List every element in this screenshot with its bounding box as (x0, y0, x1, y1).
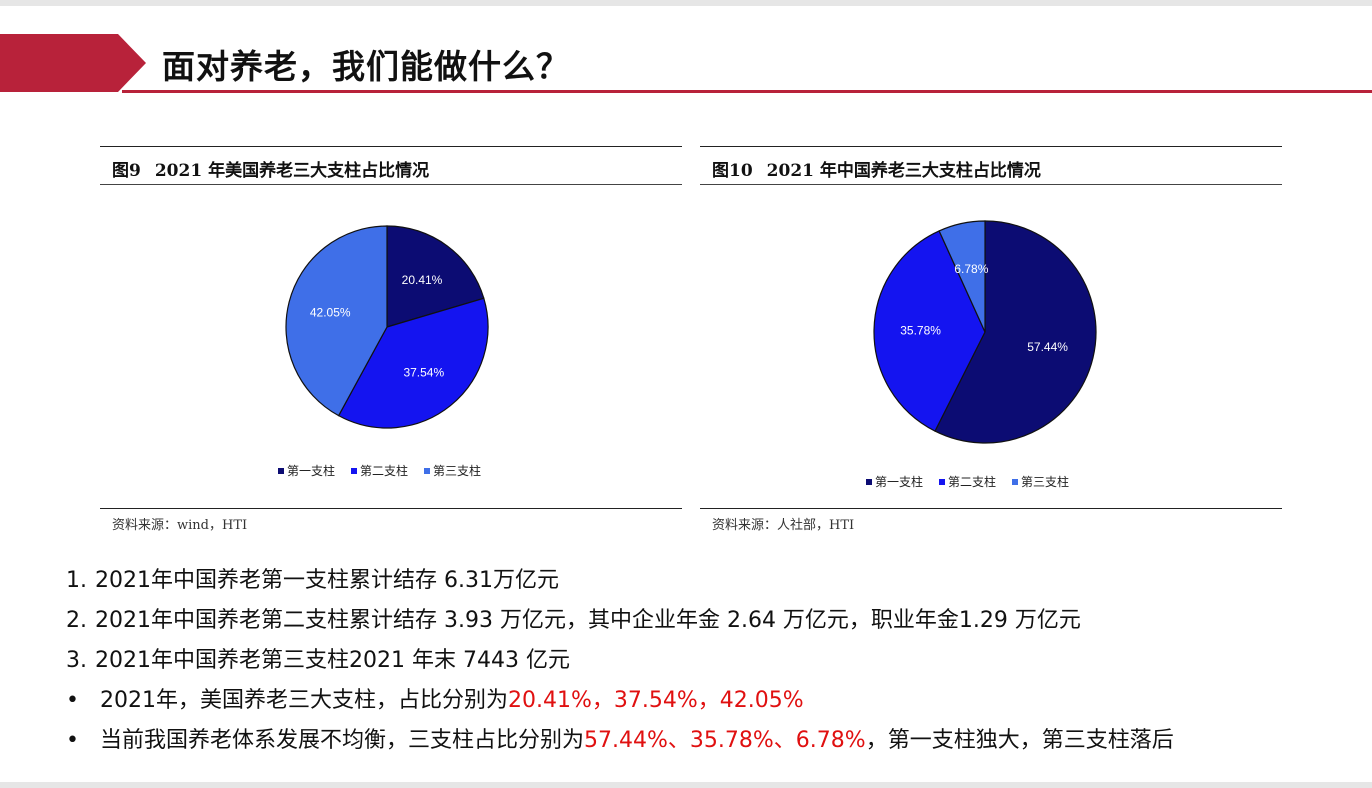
bullet-text: 2021年，美国养老三大支柱，占比分别为 (100, 688, 508, 713)
bullet-marker: 2. (66, 608, 87, 633)
legend-swatch (866, 478, 872, 485)
bullet-text: 2021年中国养老第三支柱2021 年末 7443 亿元 (95, 648, 570, 673)
pie-data-label-pillar-3: 42.05% (310, 306, 351, 320)
pie-data-label-pillar-1: 57.44% (1027, 340, 1068, 354)
bullet-text: ，第一支柱独大，第三支柱落后 (865, 728, 1174, 753)
bullet-line-5: • 当前我国养老体系发展不均衡，三支柱占比分别为57.44%、35.78%、6.7… (66, 722, 1174, 754)
bullet-text: 2021年中国养老第二支柱累计结存 3.93 万亿元，其中企业年金 2.64 万… (95, 608, 1081, 633)
pie-slice-pillar-1 (934, 220, 1097, 444)
figure-caption: 2021 年中国养老三大支柱占比情况 (766, 161, 1041, 181)
legend-item-pillar-3: 第三支柱 (424, 462, 481, 479)
figure-caption: 2021 年美国养老三大支柱占比情况 (154, 161, 430, 181)
bullet-marker: 3. (66, 648, 87, 673)
pie-data-label-pillar-2: 35.78% (900, 324, 941, 338)
figure-us-pillars: 图9 2021 年美国养老三大支柱占比情况 20.41% 37.54% 42.05% … (100, 146, 682, 533)
legend-swatch (939, 478, 946, 485)
legend-item-pillar-1: 第一支柱 (866, 473, 923, 490)
figure-label: 图9 (112, 161, 141, 181)
bullet-marker: 1. (66, 568, 87, 593)
figure-top-rule (100, 146, 682, 147)
figure-label: 图10 (712, 161, 753, 181)
bullet-line-4: • 2021年，美国养老三大支柱，占比分别为20.41%，37.54%，42.05… (66, 682, 804, 714)
figure-title: 图9 2021 年美国养老三大支柱占比情况 (112, 156, 443, 181)
legend-label: 第一支柱 (287, 464, 336, 478)
bullet-marker: • (66, 728, 79, 753)
bullet-text: 2021年中国养老第一支柱累计结存 6.31万亿元 (95, 568, 559, 593)
pie-data-label-pillar-2: 37.54% (403, 366, 444, 380)
title-arrow-shape (0, 34, 146, 92)
bullet-line-1: 1. 2021年中国养老第一支柱累计结存 6.31万亿元 (66, 562, 559, 594)
legend-item-pillar-2: 第二支柱 (351, 462, 408, 479)
figure-source: 资料来源：wind，HTI (112, 518, 248, 533)
bullet-line-2: 2. 2021年中国养老第二支柱累计结存 3.93 万亿元，其中企业年金 2.64… (66, 602, 1081, 634)
pie-legend-us: 第一支柱 第二支柱 第三支柱 (278, 462, 481, 479)
legend-swatch (278, 467, 284, 474)
legend-item-pillar-2: 第二支柱 (939, 473, 996, 490)
legend-item-pillar-3: 第三支柱 (1012, 473, 1069, 490)
pie-slice-pillar-3 (285, 225, 388, 417)
figure-source: 资料来源：人社部，HTI (712, 518, 855, 533)
pie-legend-cn: 第一支柱 第二支柱 第三支柱 (866, 473, 1069, 490)
slide: 面对养老，我们能做什么？ 图9 2021 年美国养老三大支柱占比情况 20.41%… (0, 6, 1372, 782)
pie-slice-pillar-2 (337, 297, 489, 429)
bullet-marker: • (66, 688, 79, 713)
pie-slice-pillar-3 (938, 220, 986, 333)
pie-chart-cn: 57.44% 35.78% 6.78% (873, 220, 1097, 444)
legend-label: 第二支柱 (360, 464, 409, 478)
legend-label: 第三支柱 (433, 464, 482, 478)
pie-slice-pillar-1 (386, 225, 485, 328)
figure-top-rule (700, 146, 1282, 147)
legend-swatch (351, 467, 358, 474)
figure-bottom-rule (100, 508, 682, 509)
pie-data-label-pillar-1: 20.41% (402, 273, 443, 287)
figure-cn-pillars: 图10 2021 年中国养老三大支柱占比情况 57.44% 35.78% 6.78% … (700, 146, 1282, 533)
legend-label: 第一支柱 (875, 475, 924, 489)
slide-title: 面对养老，我们能做什么？ (162, 47, 570, 86)
bullet-highlight-text: 57.44%、35.78%、6.78% (584, 728, 866, 753)
pie-data-label-pillar-3: 6.78% (954, 262, 988, 276)
legend-swatch (424, 467, 431, 474)
legend-label: 第三支柱 (1021, 475, 1070, 489)
figure-title: 图10 2021 年中国养老三大支柱占比情况 (712, 156, 1055, 181)
title-underline (122, 90, 1372, 93)
pie-slice-pillar-2 (873, 230, 986, 432)
legend-label: 第二支柱 (948, 475, 997, 489)
pie-chart-us: 20.41% 37.54% 42.05% (285, 225, 489, 429)
figure-mid-rule (100, 184, 682, 185)
figure-mid-rule (700, 184, 1282, 185)
legend-item-pillar-1: 第一支柱 (278, 462, 335, 479)
bullet-text: 当前我国养老体系发展不均衡，三支柱占比分别为 (100, 728, 585, 753)
legend-swatch (1012, 478, 1019, 485)
bullet-highlight-text: 20.41%，37.54%，42.05% (508, 688, 804, 713)
bullet-line-3: 3. 2021年中国养老第三支柱2021 年末 7443 亿元 (66, 642, 570, 674)
figure-bottom-rule (700, 508, 1282, 509)
